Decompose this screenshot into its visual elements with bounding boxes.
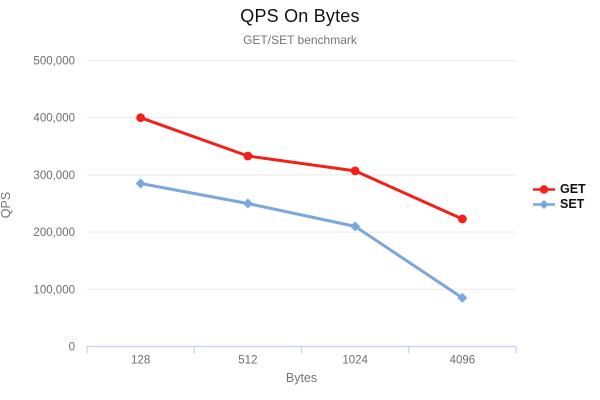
- data-point-set[interactable]: [135, 178, 146, 189]
- data-point-get[interactable]: [243, 151, 253, 161]
- y-axis-title: QPS: [0, 191, 13, 219]
- legend-marker-get-icon: [533, 185, 555, 194]
- x-tick-label: 512: [238, 355, 257, 367]
- data-point-get[interactable]: [457, 214, 467, 224]
- y-tick-label: 100,000: [33, 284, 75, 296]
- legend-label-get: GET: [560, 182, 586, 196]
- x-tick-label: 1024: [342, 355, 368, 367]
- legend-label-set: SET: [560, 197, 585, 211]
- chart-subtitle: GET/SET benchmark: [243, 33, 357, 47]
- series-line-set: [139, 181, 464, 300]
- y-tick-label: 0: [69, 342, 75, 354]
- legend-item-set[interactable]: SET: [532, 198, 586, 211]
- legend: GET SET: [532, 183, 586, 211]
- data-point-set[interactable]: [457, 292, 468, 303]
- x-tick-label: 128: [131, 355, 150, 367]
- legend-marker-set-icon: [533, 200, 555, 209]
- y-tick-label: 200,000: [33, 227, 75, 239]
- y-tick-label: 300,000: [33, 170, 75, 182]
- data-point-set[interactable]: [350, 221, 361, 232]
- data-point-get[interactable]: [350, 166, 360, 176]
- data-point-set[interactable]: [242, 198, 253, 209]
- x-axis-title: Bytes: [285, 371, 318, 385]
- legend-item-get[interactable]: GET: [532, 183, 586, 196]
- series-line-get: [139, 116, 464, 221]
- y-tick-label: 500,000: [33, 56, 75, 68]
- chart-title: QPS On Bytes: [240, 6, 360, 26]
- y-tick-label: 400,000: [33, 113, 75, 125]
- x-tick-label: 4096: [450, 355, 476, 367]
- data-point-get[interactable]: [136, 113, 146, 123]
